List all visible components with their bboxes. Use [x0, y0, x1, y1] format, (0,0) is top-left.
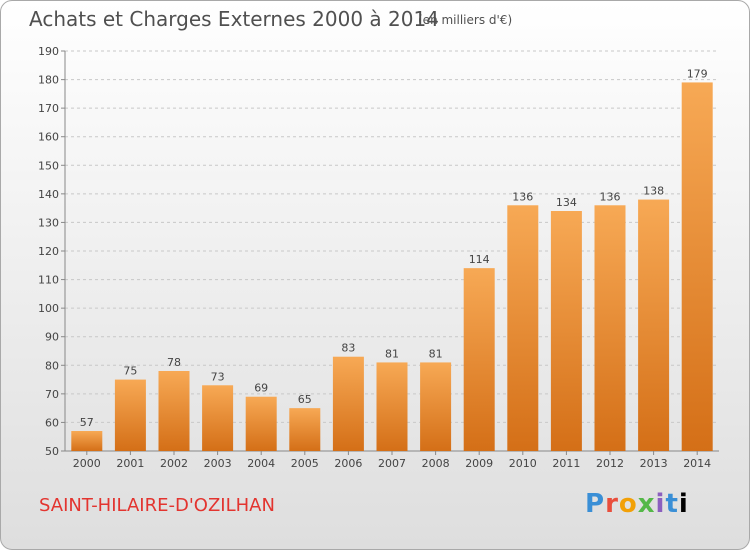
x-tick-label: 2005	[291, 457, 319, 470]
value-label: 83	[341, 342, 355, 355]
x-tick-label: 2001	[116, 457, 144, 470]
city-name: SAINT-HILAIRE-D'OZILHAN	[39, 495, 275, 516]
y-tick-label: 170	[38, 102, 59, 115]
bars	[71, 82, 713, 451]
x-tick-label: 2013	[640, 457, 668, 470]
value-label: 134	[556, 196, 577, 209]
y-tick-label: 110	[38, 274, 59, 287]
bar	[463, 268, 495, 451]
bar	[71, 431, 103, 451]
y-tick-label: 190	[38, 45, 59, 58]
bar	[332, 356, 364, 451]
y-tick-label: 180	[38, 74, 59, 87]
x-tick-label: 2006	[334, 457, 362, 470]
bar	[594, 205, 626, 451]
x-tick-label: 2010	[509, 457, 537, 470]
x-tick-label: 2011	[552, 457, 580, 470]
y-tick-label: 90	[45, 331, 59, 344]
bar	[638, 199, 670, 451]
value-labels: 57 75 78 73 69 65 83 81 81 114 136 134 136 138 179	[80, 67, 708, 429]
value-label: 114	[469, 253, 490, 266]
value-label: 78	[167, 356, 181, 369]
y-tick-label: 140	[38, 188, 59, 201]
value-label: 81	[429, 347, 443, 360]
chart-title: Achats et Charges Externes 2000 à 2014	[29, 7, 439, 31]
bar	[681, 82, 713, 451]
x-tick-label: 2014	[683, 457, 711, 470]
x-tick-label: 2007	[378, 457, 406, 470]
bar	[114, 379, 146, 451]
y-tick-label: 150	[38, 159, 59, 172]
bar	[376, 362, 408, 451]
bar	[202, 385, 234, 451]
bar	[420, 362, 452, 451]
bar	[550, 211, 582, 451]
y-tick-label: 130	[38, 216, 59, 229]
value-label: 69	[254, 382, 268, 395]
y-tick-label: 100	[38, 302, 59, 315]
proxiti-logo[interactable]: Proxiti	[585, 489, 689, 519]
y-tick-label: 70	[45, 388, 59, 401]
y-tick-label: 160	[38, 131, 59, 144]
value-label: 65	[298, 393, 312, 406]
x-tick-label: 2009	[465, 457, 493, 470]
value-label: 179	[687, 67, 708, 80]
x-tick-labels: 2000 2001 2002 2003 2004 2005 2006 2007 2008 2009…	[73, 451, 711, 470]
bar	[158, 371, 190, 451]
y-tick-label: 80	[45, 359, 59, 372]
value-label: 73	[211, 370, 225, 383]
y-tick-label: 50	[45, 445, 59, 458]
x-tick-label: 2003	[204, 457, 232, 470]
chart-unit: (en milliers d'€)	[418, 13, 513, 27]
x-tick-label: 2000	[73, 457, 101, 470]
bar	[507, 205, 539, 451]
x-tick-label: 2008	[422, 457, 450, 470]
y-tick-label: 60	[45, 416, 59, 429]
y-tick-labels: 50 60 70 80 90 100 110 120 130 140 150 160 170 180 190	[38, 45, 59, 458]
x-tick-label: 2004	[247, 457, 275, 470]
value-label: 81	[385, 347, 399, 360]
value-label: 136	[512, 190, 533, 203]
value-label: 57	[80, 416, 94, 429]
value-label: 75	[123, 365, 137, 378]
bar	[245, 396, 277, 451]
y-tick-label: 120	[38, 245, 59, 258]
value-label: 136	[600, 190, 621, 203]
x-tick-label: 2012	[596, 457, 624, 470]
bar	[289, 408, 321, 451]
value-label: 138	[643, 185, 664, 198]
x-tick-label: 2002	[160, 457, 188, 470]
